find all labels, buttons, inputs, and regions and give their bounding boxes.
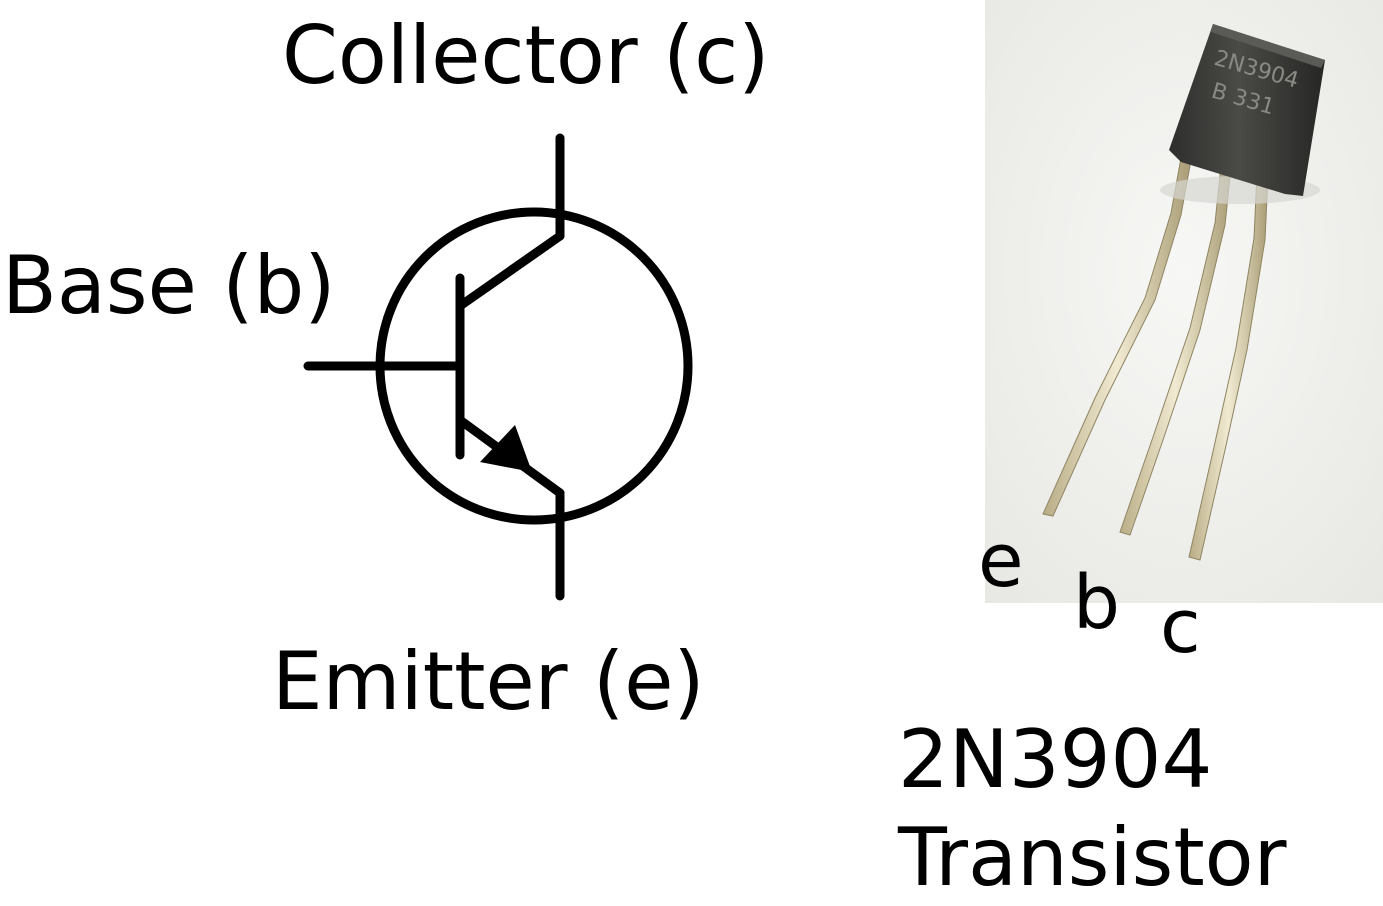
emitter-label: Emitter (e) bbox=[272, 635, 705, 728]
npn-transistor-symbol bbox=[303, 133, 693, 601]
collector-diagonal-line bbox=[455, 231, 565, 311]
transistor-photo: 2N3904 B 331 bbox=[985, 0, 1383, 603]
emitter-arrow-icon bbox=[480, 425, 532, 472]
part-number-caption: 2N3904 bbox=[898, 713, 1213, 806]
to92-package-body bbox=[1169, 24, 1325, 196]
to92-package-top bbox=[1211, 24, 1325, 68]
pin-label-base: b bbox=[1073, 560, 1120, 646]
pin-label-collector: c bbox=[1160, 584, 1201, 670]
pin-label-emitter: e bbox=[978, 518, 1024, 604]
collector-label: Collector (c) bbox=[282, 9, 770, 102]
part-type-caption: Transistor bbox=[898, 811, 1287, 904]
base-label: Base (b) bbox=[2, 239, 336, 332]
lead-collector bbox=[1188, 173, 1269, 561]
